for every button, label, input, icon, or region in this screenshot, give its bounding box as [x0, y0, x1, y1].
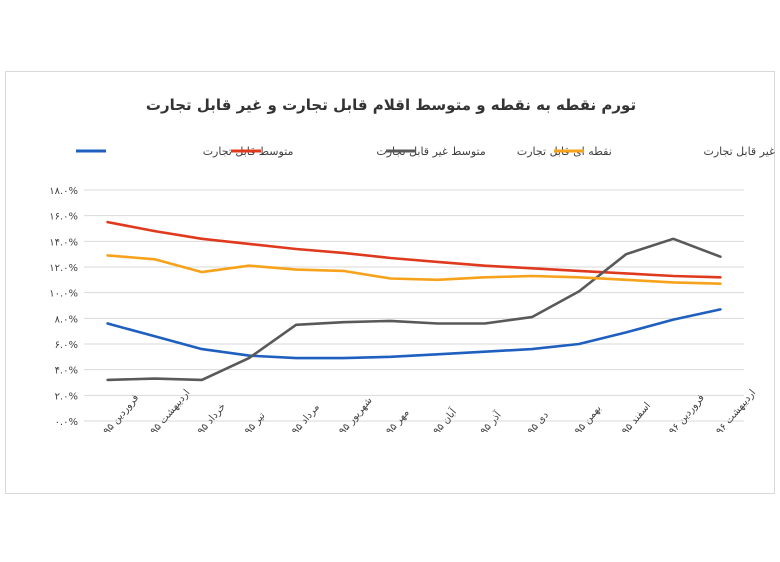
y-tick-label: ۱۴.۰% — [49, 237, 78, 248]
x-tick-label: آذر ۹۵ — [477, 408, 504, 437]
chart-title: تورم نقطه به نقطه و متوسط اقلام قابل تجا… — [146, 96, 636, 114]
x-tick-label: فروردین ۹۵ — [101, 392, 141, 437]
y-tick-label: ۱۶.۰% — [49, 212, 78, 223]
x-tick-label: شهریور ۹۵ — [337, 395, 374, 437]
y-tick-label: ۱۰.۰% — [49, 289, 78, 300]
series-line-3 — [106, 237, 722, 382]
line-chart: تورم نقطه به نقطه و متوسط اقلام قابل تجا… — [49, 96, 776, 437]
x-tick-label: مهر ۹۵ — [384, 407, 411, 437]
gridlines — [84, 189, 744, 422]
legend-label: متوسط غیر قابل تجارت — [376, 145, 485, 158]
x-tick-label: فروردین ۹۶ — [667, 392, 707, 437]
series-line-1 — [106, 308, 722, 360]
x-tick-label: خرداد ۹۵ — [196, 401, 228, 437]
chart-frame: تورم نقطه به نقطه و متوسط اقلام قابل تجا… — [5, 71, 776, 494]
y-tick-label: ۶.۰% — [55, 340, 78, 351]
y-tick-label: ۰.۰% — [55, 417, 78, 428]
y-tick-label: ۱۲.۰% — [49, 263, 78, 274]
series-lines — [106, 220, 722, 382]
y-tick-label: ۸.۰% — [55, 314, 78, 325]
x-tick-label: مرداد ۹۵ — [290, 402, 322, 437]
series-line-2 — [106, 220, 722, 279]
y-tick-label: ۴.۰% — [55, 366, 78, 377]
x-tick-label: اسفند ۹۵ — [620, 400, 653, 437]
x-tick-label: بهمن ۹۵ — [573, 403, 604, 437]
y-axis-ticks: ۰.۰% ۲.۰% ۴.۰% ۶.۰% ۸.۰% ۱۰.۰% ۱۲.۰% ۱۴.۰% ۱۶.۰%… — [49, 186, 78, 428]
y-tick-label: ۲.۰% — [55, 391, 78, 402]
x-tick-label: تیر ۹۵ — [243, 410, 268, 437]
x-tick-label: دی ۹۵ — [526, 410, 551, 437]
y-tick-label: ۱۸.۰% — [49, 186, 78, 197]
series-line-4 — [106, 254, 722, 285]
legend-label: نقطه ای غیر قابل تجارت — [704, 145, 777, 158]
